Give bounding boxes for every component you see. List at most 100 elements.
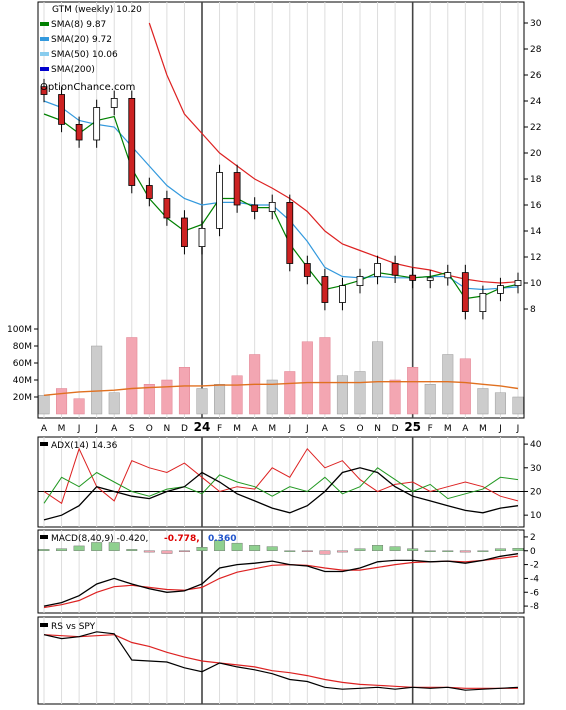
macd-histogram-bar [442, 550, 454, 552]
month-axis-label: D [181, 424, 188, 434]
volume-bar [407, 367, 419, 415]
price-candle [145, 185, 153, 199]
legend-swatch [40, 22, 49, 26]
price-candle [356, 276, 364, 287]
price-candle [110, 98, 118, 108]
legend-item-label: SMA(20) 9.72 [51, 35, 112, 45]
month-axis-label: N [374, 424, 381, 434]
macd-histogram-bar [301, 550, 313, 552]
price-candle [374, 263, 381, 277]
macd-histogram-bar [196, 547, 208, 551]
macd-histogram-bar [126, 549, 138, 551]
macd-histogram-bar [143, 550, 155, 553]
price-candle [163, 198, 171, 219]
volume-bar [56, 388, 68, 415]
price-tick-label: 16 [530, 201, 542, 211]
macd-histogram-bar [512, 548, 524, 551]
price-tick-label: 30 [530, 19, 542, 29]
legend-item-label: SMA(50) 10.06 [51, 50, 118, 60]
volume-bar [214, 384, 226, 415]
price-tick-label: 22 [530, 123, 541, 133]
month-axis-label: J [498, 424, 502, 434]
month-axis-label: O [146, 424, 153, 434]
macd-histogram-bar [284, 550, 296, 552]
volume-tick-label: 100M [7, 325, 32, 335]
price-tick-label: 24 [530, 97, 542, 107]
price-candle [321, 276, 329, 303]
price-candle [303, 263, 311, 277]
month-axis-label: J [287, 424, 291, 434]
volume-bar [266, 379, 278, 415]
adx-tick-label: 10 [530, 511, 542, 521]
volume-bar [178, 367, 190, 415]
macd-histogram-bar [56, 548, 68, 551]
macd-histogram-bar [372, 545, 384, 551]
price-candle [93, 107, 101, 141]
price-candle [286, 201, 294, 264]
macd-label: MACD(8,40,9) -0.420, [51, 534, 148, 544]
rs-panel-frame [37, 616, 525, 705]
macd-histogram-bar [266, 546, 278, 551]
price-panel-frame [37, 1, 525, 419]
price-tick-label: 10 [530, 279, 542, 289]
volume-bar [301, 341, 313, 415]
volume-bar [494, 392, 506, 415]
macd-tick-label: -8 [530, 602, 539, 612]
month-axis-label: 24 [194, 420, 211, 434]
macd-histogram-bar [336, 550, 348, 553]
legend-swatch [40, 37, 49, 41]
volume-bar [459, 358, 471, 415]
month-axis-label: J [94, 424, 98, 434]
adx-tick-label: 40 [530, 440, 542, 450]
month-axis-label: N [164, 424, 171, 434]
macd-histogram-bar [354, 548, 366, 551]
price-candle [514, 279, 522, 286]
macd-tick-label: 2 [530, 533, 536, 543]
volume-bar [424, 384, 436, 415]
volume-tick-label: 40M [13, 376, 32, 386]
month-axis-label: J [305, 424, 309, 434]
month-axis-label: S [340, 424, 346, 434]
month-axis-label: M [479, 424, 487, 434]
month-axis-label: A [252, 424, 259, 434]
macd-histogram-bar [231, 542, 243, 551]
macd-histogram-bar [319, 550, 331, 555]
macd-line [43, 553, 519, 607]
price-candle [497, 285, 504, 294]
rs-legend-swatch [40, 623, 48, 627]
price-candle [339, 285, 346, 303]
volume-bar [108, 392, 120, 415]
legend-item-label: SMA(8) 9.87 [51, 20, 106, 30]
month-axis-label: M [268, 424, 276, 434]
macd-legend-swatch [40, 535, 48, 539]
volume-bar [336, 375, 348, 415]
macd-histogram-bar [214, 540, 226, 551]
macd-histogram-bar [494, 548, 506, 551]
sma50-line [148, 22, 519, 284]
month-axis-label: O [356, 424, 363, 434]
volume-bar [284, 371, 296, 415]
price-tick-label: 18 [530, 175, 542, 185]
month-axis-label: D [392, 424, 399, 434]
macd-tick-label: -6 [530, 588, 539, 598]
month-axis-label: A [41, 424, 48, 434]
price-candle [479, 292, 487, 312]
price-candle [251, 204, 259, 212]
macd-tick-label: -4 [530, 574, 539, 584]
adx-label: ADX(14) 14.36 [51, 441, 118, 451]
price-candle [198, 227, 206, 247]
month-axis-label: A [322, 424, 329, 434]
price-candle [58, 94, 65, 125]
volume-tick-label: 20M [13, 393, 32, 403]
volume-bar [196, 388, 208, 415]
macd-histogram-bar [178, 550, 190, 552]
month-axis-label: A [111, 424, 118, 434]
price-tick-label: 20 [530, 149, 542, 159]
adx-line [43, 467, 519, 521]
macd-histogram-bar [38, 549, 50, 551]
macd-histogram-bar [91, 542, 103, 551]
macd-tick-label: -2 [530, 561, 539, 571]
price-tick-label: 8 [530, 305, 536, 315]
price-candle [268, 201, 276, 212]
volume-bar [231, 375, 243, 415]
